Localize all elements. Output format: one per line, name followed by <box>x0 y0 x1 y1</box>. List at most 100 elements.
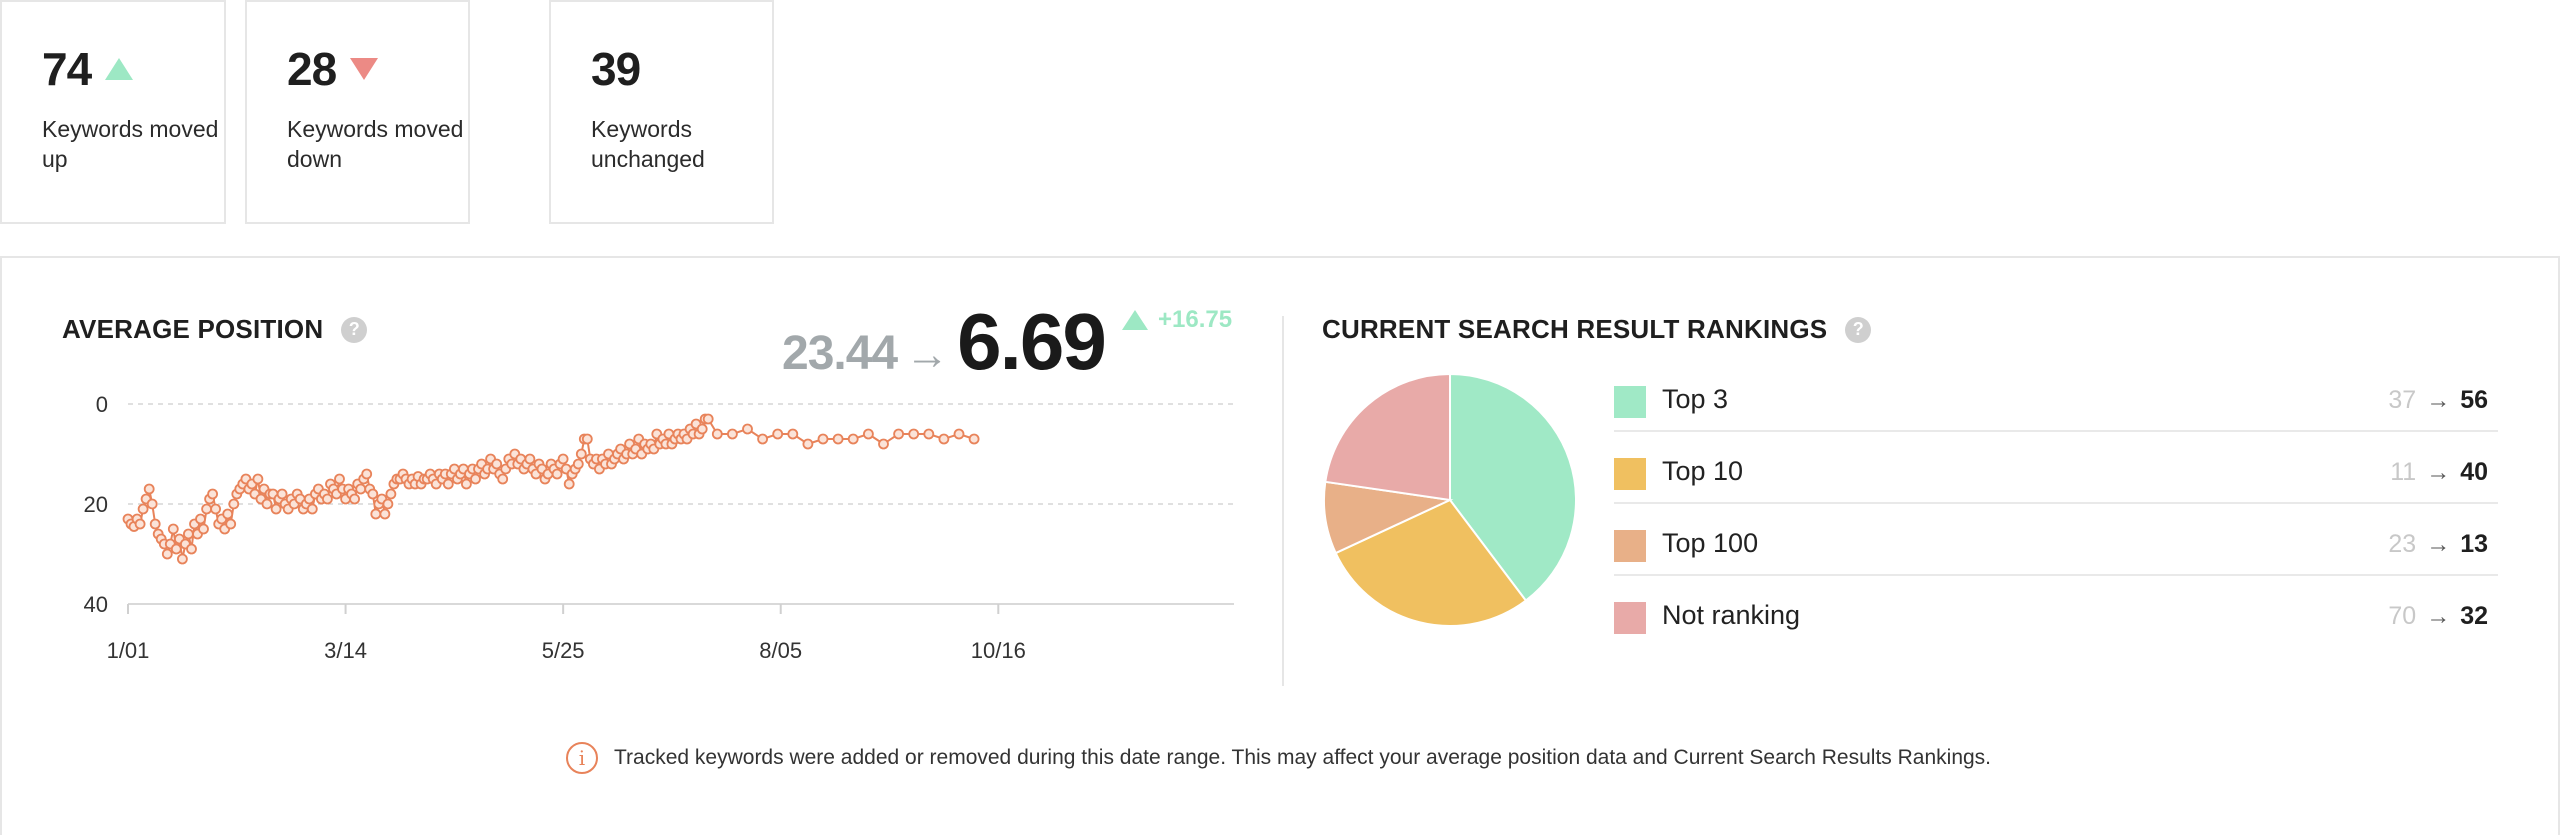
x-tick-label: 3/14 <box>324 638 367 663</box>
data-point <box>742 423 753 435</box>
average-position-from: 23.44 <box>782 327 898 380</box>
legend-swatch <box>1614 602 1646 634</box>
triangle-up-icon <box>105 58 134 80</box>
legend-values: 23 → 13 <box>2388 530 2488 559</box>
data-point <box>225 518 237 530</box>
y-tick-label: 40 <box>84 592 108 617</box>
data-point <box>198 523 209 535</box>
data-point <box>863 428 874 440</box>
data-point <box>491 458 503 470</box>
average-position-title: AVERAGE POSITION ? <box>62 314 368 345</box>
legend-row-top-100: Top 100 23 → 13 <box>1614 504 2498 576</box>
data-point <box>581 433 593 445</box>
data-point <box>968 433 980 445</box>
data-point <box>953 428 965 440</box>
rankings-legend: Top 3 37 → 56 Top 10 11 → 40 Top 100 23 … <box>1614 360 2498 648</box>
average-position-delta-value: +16.75 <box>1158 306 1233 333</box>
data-point <box>727 428 738 440</box>
legend-row-top-10: Top 10 11 → 40 <box>1614 432 2498 504</box>
data-point <box>551 468 563 480</box>
stat-value: 74 <box>42 42 134 96</box>
rankings-title: CURRENT SEARCH RESULT RANKINGS ? <box>1322 314 1872 345</box>
arrow-right-icon: → <box>2426 602 2451 630</box>
data-point <box>563 478 575 490</box>
data-point <box>878 438 889 450</box>
data-point <box>143 483 155 495</box>
data-point <box>787 428 799 440</box>
legend-from: 11 <box>2390 458 2417 486</box>
legend-to: 40 <box>2460 458 2488 486</box>
stat-number: 39 <box>591 43 641 95</box>
legend-row-top-3: Top 3 37 → 56 <box>1614 360 2498 432</box>
data-point <box>557 453 569 465</box>
average-position-line-chart: 0 20 40 1/01 3/14 5/25 8/05 10/16 <box>84 392 1234 663</box>
stat-number: 28 <box>287 43 337 95</box>
legend-label: Top 100 <box>1662 528 1759 558</box>
help-icon[interactable]: ? <box>341 316 368 343</box>
data-point <box>361 468 373 480</box>
data-point <box>161 548 173 560</box>
legend-label: Top 3 <box>1662 384 1729 414</box>
data-point <box>696 423 708 435</box>
data-point <box>276 488 288 500</box>
stat-label: Keywords moved up <box>42 116 219 172</box>
data-point <box>210 503 222 515</box>
stat-label: Keywords moved down <box>287 116 464 172</box>
data-point <box>149 518 161 530</box>
data-point <box>572 458 584 470</box>
data-point <box>832 433 844 445</box>
data-point <box>702 413 714 425</box>
stat-label: Keywords unchanged <box>591 116 705 172</box>
data-point <box>382 498 394 510</box>
data-point <box>893 428 904 440</box>
data-point <box>137 503 149 515</box>
legend-values: 37 → 56 <box>2388 386 2488 415</box>
tracked-keywords-notice: i Tracked keywords were added or removed… <box>566 742 1991 774</box>
data-point <box>349 493 361 505</box>
legend-values: 70 → 32 <box>2388 602 2488 631</box>
arrow-right-icon: → <box>2426 458 2451 486</box>
data-point <box>170 543 182 555</box>
legend-values: 11 → 40 <box>2390 458 2488 487</box>
legend-label: Top 10 <box>1662 456 1744 486</box>
average-position-to: 6.69 <box>957 297 1107 386</box>
pie-slice-not-ranking <box>1324 372 1451 502</box>
help-icon[interactable]: ? <box>1845 316 1872 343</box>
data-point <box>321 493 333 505</box>
data-point <box>923 428 935 440</box>
data-point <box>497 473 509 485</box>
x-tick-label: 5/25 <box>542 638 585 663</box>
data-point <box>370 508 382 520</box>
data-point <box>367 488 379 500</box>
data-point <box>195 513 206 525</box>
data-point <box>186 543 197 555</box>
legend-to: 13 <box>2460 530 2488 558</box>
y-tick-label: 20 <box>84 492 108 517</box>
data-point <box>757 433 768 445</box>
data-point <box>470 473 481 485</box>
average-position-delta: +16.75 <box>1122 306 1232 334</box>
stat-card-unchanged: 39 Keywords unchanged <box>549 0 774 224</box>
x-tick-label: 8/05 <box>759 638 802 663</box>
data-point <box>379 508 391 520</box>
data-point <box>176 553 188 565</box>
data-point <box>802 438 814 450</box>
data-point <box>817 433 829 445</box>
x-tick-label: 10/16 <box>971 638 1026 663</box>
legend-swatch <box>1614 530 1646 562</box>
stat-value: 39 <box>591 42 641 96</box>
legend-label: Not ranking <box>1662 600 1801 630</box>
legend-row-not-ranking: Not ranking 70 → 32 <box>1614 576 2498 648</box>
legend-from: 23 <box>2388 530 2417 558</box>
data-point <box>201 503 213 515</box>
pie-slice-top-3 <box>1449 372 1577 603</box>
data-point <box>306 503 318 515</box>
legend-from: 37 <box>2388 386 2417 414</box>
arrow-right-icon: → <box>905 330 950 379</box>
arrow-right-icon: → <box>2426 386 2451 414</box>
y-tick-label: 0 <box>96 392 108 417</box>
rankings-title-text: CURRENT SEARCH RESULT RANKINGS <box>1322 314 1828 344</box>
average-position-change: 23.44 → 6.69 <box>782 296 1107 388</box>
info-icon: i <box>566 742 598 774</box>
stat-card-moved-up: 74 Keywords moved up <box>0 0 226 224</box>
